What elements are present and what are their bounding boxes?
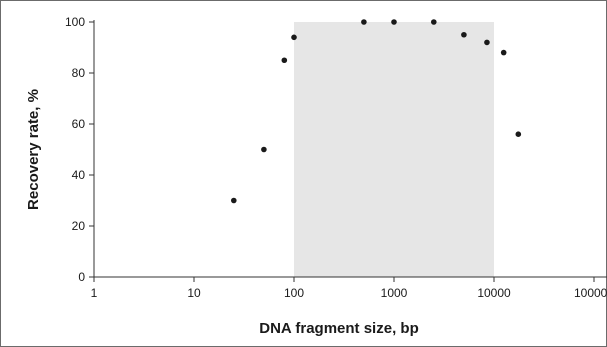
- y-tick-label: 60: [72, 117, 86, 131]
- data-points: [230, 19, 522, 204]
- data-point: [500, 49, 507, 56]
- y-tick-label: 40: [72, 168, 86, 182]
- data-point: [391, 19, 397, 25]
- x-axis-title: DNA fragment size, bp: [259, 320, 418, 337]
- y-axis-title: Recovery rate, %: [25, 89, 42, 210]
- y-tick-label: 80: [72, 66, 86, 80]
- data-point: [515, 131, 522, 137]
- x-tick-label: 100000: [574, 286, 607, 300]
- data-point: [261, 146, 267, 153]
- y-tick-label: 0: [78, 270, 85, 284]
- data-point: [281, 57, 288, 64]
- highlight-region: [294, 22, 494, 277]
- y-tick-label: 20: [72, 219, 86, 233]
- y-axis-ticks: 0 20 40 60 80 100: [65, 15, 94, 284]
- x-tick-label: 100: [284, 286, 304, 300]
- x-tick-label: 10: [187, 286, 201, 300]
- data-point: [291, 34, 297, 41]
- x-tick-label: 1000: [381, 286, 408, 300]
- x-tick-label: 10000: [477, 286, 511, 300]
- data-point: [484, 39, 490, 46]
- data-point: [430, 19, 437, 25]
- x-axis-ticks: 1 10 100 1000 10000 100000: [91, 277, 607, 300]
- data-point: [230, 197, 237, 204]
- data-point: [361, 19, 367, 25]
- x-tick-label: 1: [91, 286, 98, 300]
- y-tick-label: 100: [65, 15, 85, 29]
- data-point: [461, 31, 467, 38]
